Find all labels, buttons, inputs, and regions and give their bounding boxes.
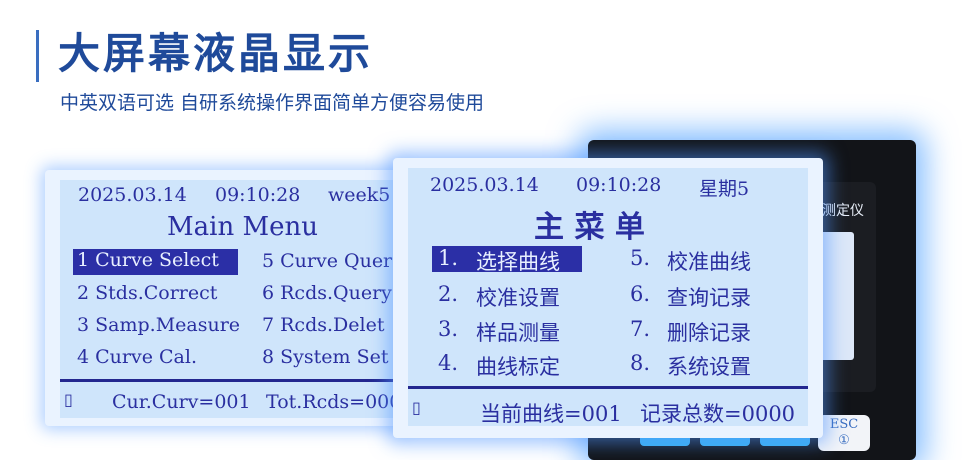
menu-item-8[interactable]: 8 System Set	[262, 346, 389, 368]
menu-title: 主 菜 单	[534, 210, 645, 245]
menu-title: Main Menu	[167, 212, 318, 242]
menu-item-number: 4.	[438, 351, 459, 375]
power-icon: ①	[838, 433, 850, 448]
divider	[408, 386, 808, 389]
battery-icon: ▯	[412, 398, 421, 417]
time: 09:10:28	[215, 184, 301, 206]
menu-item-2[interactable]: 2 Stds.Correct	[77, 282, 218, 304]
menu-item-8[interactable]: 系统设置	[667, 355, 751, 379]
battery-icon: ▯	[64, 390, 73, 409]
menu-item-4[interactable]: 4 Curve Cal.	[77, 346, 197, 368]
menu-item-number: 6.	[630, 282, 651, 306]
english-lcd-screen: 2025.03.14 09:10:28 week5 Main Menu 1 Cu…	[60, 180, 400, 418]
menu-item-label: 选择曲线	[476, 250, 560, 274]
page-subtitle: 中英双语可选 自研系统操作界面简单方便容易使用	[60, 92, 485, 114]
time: 09:10:28	[576, 174, 662, 196]
menu-item-5[interactable]: 校准曲线	[667, 250, 751, 274]
menu-item-2[interactable]: 校准设置	[476, 286, 560, 310]
menu-item-6[interactable]: 查询记录	[667, 286, 751, 310]
device-label: 测定仪	[822, 203, 864, 219]
menu-item-number: 7.	[630, 317, 651, 341]
weekday: 星期5	[699, 178, 750, 200]
menu-item-number: 5.	[630, 246, 651, 270]
menu-item-number: 2.	[438, 282, 459, 306]
divider	[60, 379, 400, 382]
menu-item-3[interactable]: 样品测量	[476, 321, 560, 345]
page-title: 大屏幕液晶显示	[58, 29, 374, 78]
menu-item-1[interactable]	[432, 246, 582, 272]
esc-label: ESC	[829, 417, 859, 432]
date: 2025.03.14	[430, 174, 539, 196]
menu-item-6[interactable]: 6 Rcds.Query	[262, 282, 392, 304]
menu-item-3[interactable]: 3 Samp.Measure	[77, 314, 241, 336]
menu-item-number: 8.	[630, 351, 651, 375]
date: 2025.03.14	[78, 184, 187, 206]
device-screen	[818, 232, 854, 360]
menu-item-1[interactable]: 1 Curve Select	[73, 249, 238, 275]
current-curve: 当前曲线=001	[480, 402, 622, 426]
weekday: week5	[328, 184, 391, 206]
menu-item-7[interactable]: 7 Rcds.Delet	[262, 314, 385, 336]
title-accent-bar	[36, 30, 39, 82]
menu-item-5[interactable]: 5 Curve Quer	[262, 250, 393, 272]
menu-item-4[interactable]: 曲线标定	[476, 355, 560, 379]
menu-item-7[interactable]: 删除记录	[667, 321, 751, 345]
menu-item-number: 1.	[438, 246, 459, 270]
menu-item-number: 3.	[438, 317, 459, 341]
chinese-lcd-screen: 2025.03.14 09:10:28 星期5 主 菜 单 1. 选择曲线 2.…	[408, 168, 808, 426]
total-records: Tot.Rcds=000	[266, 391, 400, 413]
current-curve: Cur.Curv=001	[112, 391, 251, 413]
total-records: 记录总数=0000	[640, 402, 796, 426]
esc-button[interactable]: ESC ①	[818, 415, 870, 451]
